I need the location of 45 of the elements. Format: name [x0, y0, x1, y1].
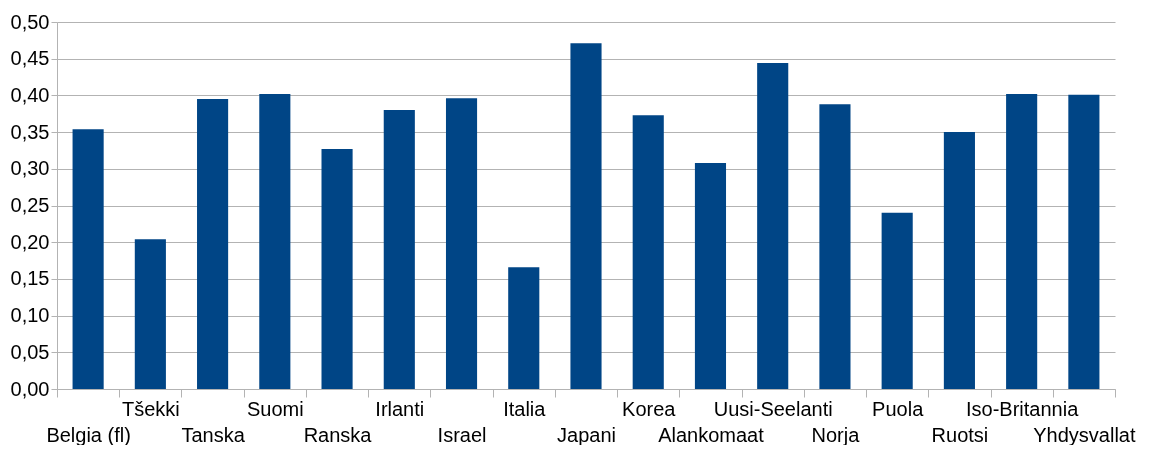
y-tick-label: 0,35	[10, 120, 50, 143]
bar	[134, 239, 166, 389]
x-tick-label: Suomi	[246, 397, 304, 420]
bar	[508, 267, 540, 389]
bar	[445, 98, 478, 389]
y-tick-label: 0,00	[10, 377, 50, 400]
bar	[1068, 94, 1100, 389]
bar	[819, 104, 851, 389]
x-tick-label: Korea	[622, 397, 677, 420]
x-tick-label: Alankomaat	[658, 423, 765, 446]
bar	[383, 110, 415, 389]
x-tick-label: Tanska	[181, 423, 246, 446]
x-tick-label: Ruotsi	[931, 423, 989, 446]
bar	[881, 212, 913, 389]
y-tick-label: 0,25	[10, 194, 50, 216]
x-tick-label: Tšekki	[121, 397, 180, 420]
y-tick-label: 0,20	[10, 230, 50, 253]
bar	[259, 93, 291, 389]
bar	[632, 115, 664, 389]
y-tick-label: 0,50	[10, 10, 50, 33]
bar	[757, 63, 789, 389]
x-tick-label: Yhdysvallat	[1033, 423, 1136, 446]
y-tick-label: 0,10	[10, 304, 50, 327]
x-tick-label: Japani	[557, 423, 616, 446]
x-tick-label: Italia	[503, 397, 547, 420]
bar	[321, 148, 353, 389]
bar	[943, 132, 975, 389]
y-tick-label: 0,30	[10, 157, 50, 180]
y-tick-label: 0,05	[10, 340, 50, 363]
bar	[1006, 93, 1038, 389]
bar	[72, 129, 104, 389]
x-tick-label: Israel	[437, 423, 487, 446]
x-tick-label: Iso-Britannia	[966, 397, 1080, 420]
x-tick-label: Irlanti	[375, 397, 425, 420]
bar	[694, 162, 727, 389]
y-tick-label: 0,40	[10, 83, 50, 106]
x-tick-label: Norja	[811, 423, 861, 446]
x-tick-label: Uusi-Seelanti	[713, 397, 833, 420]
y-tick-label: 0,45	[10, 47, 50, 70]
x-tick-label: Puola	[872, 397, 925, 420]
x-tick-label: Ranska	[303, 423, 373, 446]
x-tick-label: Belgia (fl)	[46, 423, 131, 446]
y-tick-label: 0,15	[10, 267, 50, 290]
bar	[197, 99, 229, 389]
bar	[570, 43, 602, 389]
